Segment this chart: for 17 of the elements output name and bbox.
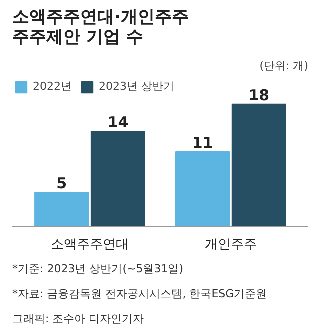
data-label: 5: [56, 174, 68, 193]
data-label: 11: [192, 134, 214, 152]
bar: [176, 151, 230, 226]
text: 그래픽: 조수아 디자인기자: [12, 312, 144, 326]
legend-label: 2023년 상반기: [99, 79, 174, 94]
x-tick-label: 소액주주연대: [51, 238, 130, 252]
bar: [232, 104, 286, 226]
chart-title: 소액주주연대·개인주주 주주제안 기업 수: [12, 8, 189, 48]
x-tick-label: 개인주주: [204, 238, 257, 252]
data-label: 18: [248, 86, 270, 104]
bar: [90, 131, 146, 226]
bar: [34, 192, 90, 226]
text: *자료: 금융감독원 전자공시시스템, 한국ESG기준원: [12, 288, 268, 300]
data-label: 14: [108, 114, 129, 132]
text: *기준: 2023년 상반기(~5월31일): [12, 262, 184, 276]
chart-subtitle: (단위: 개): [260, 60, 309, 72]
legend-label: 2022년: [33, 79, 72, 94]
